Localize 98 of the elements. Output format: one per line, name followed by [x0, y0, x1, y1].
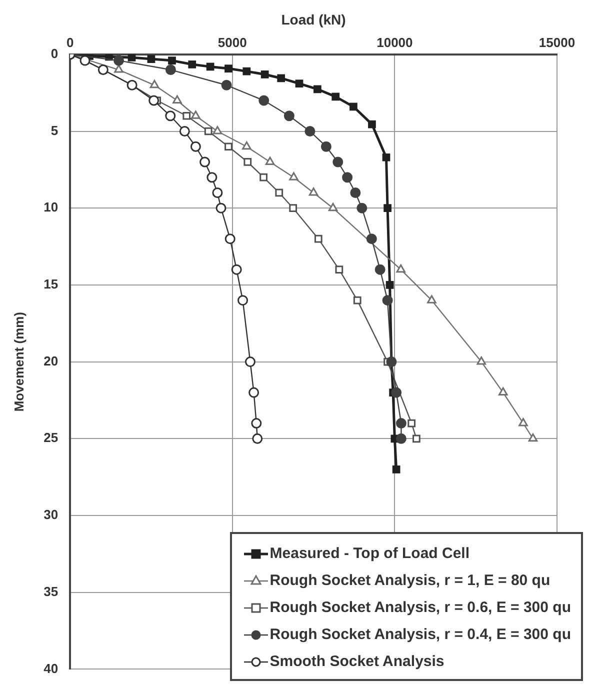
point [224, 142, 232, 151]
point [251, 418, 262, 429]
y-tick-label: 15 [44, 276, 58, 292]
y-tick-label: 25 [44, 430, 58, 446]
point [244, 356, 256, 368]
legend-label: Rough Socket Analysis, r = 0.4, E = 300 qu [270, 626, 571, 643]
x-tick-label: 15000 [538, 35, 576, 50]
point [374, 264, 386, 275]
point [332, 156, 344, 168]
point [335, 266, 344, 274]
point [200, 156, 210, 168]
x-tick-label: 10000 [376, 35, 413, 50]
point [396, 418, 406, 429]
point [216, 202, 226, 214]
point [382, 295, 393, 306]
point [244, 158, 252, 166]
point [212, 187, 223, 198]
point [224, 234, 236, 244]
point [165, 110, 176, 122]
legend-label: Rough Socket Analysis, r = 0.6, E = 300 qu [270, 599, 571, 616]
point [396, 433, 406, 444]
point [289, 204, 298, 212]
point [384, 204, 392, 212]
point [238, 295, 248, 306]
point [382, 153, 390, 162]
point [350, 187, 361, 198]
legend-label: Measured - Top of Load Cell [270, 545, 470, 562]
point [476, 356, 486, 365]
point [408, 419, 416, 428]
point [275, 188, 284, 197]
x-tick-label: 5000 [218, 35, 247, 50]
point [221, 80, 232, 90]
y-tick-label: 5 [50, 122, 58, 138]
point [328, 202, 338, 212]
point [353, 296, 362, 304]
point [392, 465, 400, 474]
point [277, 74, 285, 82]
point [150, 80, 160, 88]
point [231, 264, 242, 275]
point [386, 281, 394, 289]
point [304, 126, 316, 136]
point [366, 234, 377, 244]
y-tick-label: 40 [44, 660, 58, 676]
point [412, 434, 420, 443]
point [396, 264, 406, 273]
y-axis-title: Movement (mm) [11, 312, 26, 412]
point [284, 110, 294, 122]
x-tick-label: 0 [66, 35, 74, 50]
legend-label: Rough Socket Analysis, r = 1, E = 80 qu [270, 572, 550, 589]
point [391, 387, 402, 398]
point [289, 172, 298, 180]
point [114, 64, 124, 73]
point [308, 187, 318, 196]
point [128, 54, 136, 62]
point [248, 387, 260, 398]
point [320, 141, 332, 152]
point [179, 126, 190, 136]
point [188, 60, 196, 68]
point [313, 85, 322, 94]
point [265, 156, 275, 165]
point [147, 55, 156, 63]
point [332, 92, 340, 101]
point [165, 64, 176, 76]
y-tick-label: 20 [44, 353, 58, 368]
legend-label: Smooth Socket Analysis [270, 653, 444, 670]
x-axis-title: Load (kN) [281, 11, 346, 28]
point [224, 64, 232, 72]
point [242, 67, 251, 76]
point [260, 173, 268, 182]
point [182, 112, 191, 120]
point [252, 433, 263, 444]
point [206, 172, 218, 183]
point [314, 234, 322, 243]
point [148, 95, 160, 106]
point [528, 433, 538, 442]
point [190, 141, 201, 152]
point [350, 102, 358, 111]
y-tick-label: 0 [50, 46, 58, 61]
point [295, 80, 304, 88]
point [518, 418, 528, 426]
point [342, 172, 353, 183]
point [114, 55, 124, 66]
point [168, 56, 176, 64]
point [260, 70, 269, 78]
y-tick-label: 35 [44, 584, 58, 599]
point [356, 202, 368, 214]
point [498, 387, 508, 396]
point [206, 62, 214, 71]
point [212, 126, 222, 134]
point [242, 141, 252, 150]
y-tick-label: 10 [44, 200, 58, 215]
point [258, 95, 270, 106]
point [368, 120, 376, 128]
point [204, 127, 212, 136]
point [172, 95, 182, 104]
point [191, 110, 200, 119]
y-tick-label: 30 [44, 507, 58, 522]
point [427, 295, 436, 304]
